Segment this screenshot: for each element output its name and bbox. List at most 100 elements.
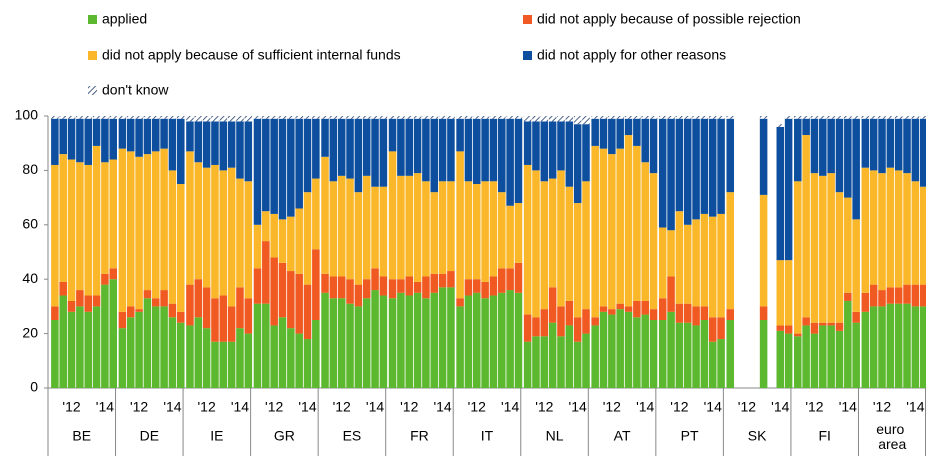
bar-segment	[329, 118, 338, 182]
bar-segment	[708, 118, 717, 217]
bar-segment	[700, 306, 709, 320]
bar-segment	[784, 116, 793, 119]
bar-segment	[51, 164, 59, 307]
bar-segment	[430, 118, 439, 193]
bar-segment	[819, 116, 827, 119]
y-tick-label: 80	[22, 161, 38, 177]
bar-segment	[591, 145, 599, 318]
bar-segment	[844, 197, 852, 293]
bar-segment	[177, 311, 185, 323]
bar-segment	[76, 162, 84, 291]
bar-segment	[405, 295, 414, 388]
bar-segment	[143, 154, 152, 291]
bar-segment	[126, 306, 135, 318]
x-tick-label: '12	[738, 399, 756, 415]
bar-segment	[438, 273, 447, 288]
bar-segment	[321, 116, 329, 119]
bar-segment	[186, 121, 194, 152]
bar-segment	[794, 336, 802, 388]
bar-segment	[405, 116, 414, 119]
bar-segment	[227, 341, 236, 388]
bar-segment	[624, 311, 633, 388]
bar-segment	[236, 121, 244, 179]
bar-segment	[303, 339, 312, 388]
bar-segment	[227, 306, 236, 342]
bar-segment	[700, 320, 709, 388]
bar-segment	[118, 328, 127, 388]
bar-segment	[92, 145, 101, 296]
bar-segment	[667, 116, 675, 119]
bar-segment	[708, 116, 717, 119]
bar-segment	[278, 262, 287, 318]
bar-segment	[379, 186, 388, 277]
bar-segment	[919, 284, 926, 307]
bar-segment	[532, 170, 540, 318]
bar-segment	[759, 320, 768, 388]
bar-segment	[852, 116, 860, 119]
bar-segment	[649, 309, 658, 320]
bar-segment	[591, 317, 599, 326]
bar-segment	[413, 292, 422, 388]
bar-segment	[861, 167, 870, 293]
bar-segment	[236, 287, 244, 329]
bar-segment	[819, 325, 827, 388]
bar-segment	[219, 170, 228, 296]
bar-segment	[219, 116, 228, 122]
bar-segment	[177, 322, 185, 388]
bar-segment	[194, 317, 203, 388]
bar-segment	[329, 276, 338, 299]
bar-segment	[919, 306, 926, 388]
group-label: ES	[343, 428, 362, 444]
bar-segment	[683, 303, 692, 323]
bar-segment	[844, 116, 852, 119]
x-tick-label: '12	[670, 399, 688, 415]
bar-segment	[802, 116, 810, 119]
bar-segment	[160, 306, 168, 388]
bar-segment	[295, 333, 303, 388]
bar-segment	[354, 118, 363, 193]
bar-segment	[599, 311, 608, 388]
bar-segment	[481, 118, 489, 182]
bar-segment	[911, 306, 920, 388]
bar-segment	[143, 298, 152, 388]
bar-segment	[557, 170, 565, 307]
bar-segment	[194, 279, 203, 318]
bar-segment	[523, 164, 532, 315]
bar-segment	[354, 116, 363, 119]
bar-segment	[295, 118, 303, 209]
bar-segment	[573, 116, 582, 125]
bar-segment	[844, 292, 852, 301]
bar-segment	[717, 213, 725, 318]
bar-segment	[202, 328, 211, 388]
bar-segment	[852, 311, 860, 323]
bar-segment	[582, 333, 590, 388]
group-label: IE	[210, 428, 223, 444]
bar-segment	[641, 116, 649, 119]
bar-segment	[794, 181, 802, 334]
bar-segment	[481, 298, 489, 388]
bar-segment	[76, 306, 84, 388]
bar-segment	[202, 167, 211, 288]
bar-segment	[151, 116, 160, 119]
group-label-line: area	[878, 436, 906, 452]
bar-segment	[447, 116, 455, 119]
bar-segment	[337, 276, 346, 299]
bar-segment	[481, 281, 489, 299]
legend-label: don't know	[102, 82, 169, 98]
bar-segment	[371, 116, 379, 119]
bar-segment	[903, 173, 911, 285]
bar-segment	[599, 116, 608, 119]
x-tick-label: '14	[433, 399, 451, 415]
bar-segment	[608, 314, 616, 388]
bar-segment	[236, 116, 244, 122]
bar-segment	[262, 303, 270, 388]
bar-segment	[759, 194, 768, 307]
bar-segment	[59, 295, 67, 388]
bar-segment	[118, 148, 127, 312]
x-tick-label: '12	[603, 399, 621, 415]
bar-segment	[726, 118, 735, 193]
bar-segment	[84, 164, 92, 296]
bar-segment	[67, 118, 76, 160]
bar-segment	[388, 151, 397, 280]
x-tick-label: '14	[366, 399, 384, 415]
